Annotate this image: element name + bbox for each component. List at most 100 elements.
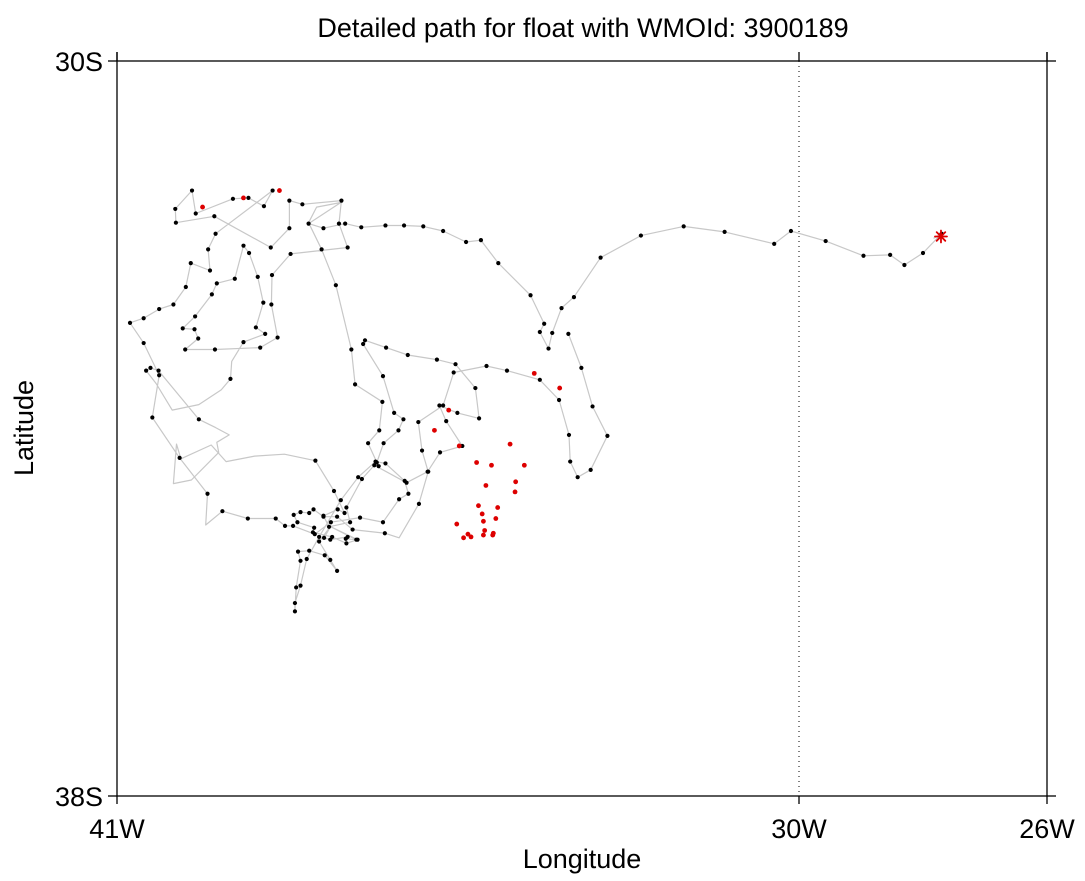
- position-point: [317, 534, 322, 540]
- highlighted-point: [489, 462, 494, 468]
- position-point: [382, 531, 387, 536]
- highlighted-point: [474, 460, 479, 465]
- position-point: [338, 498, 343, 503]
- position-point: [357, 515, 363, 520]
- position-point: [287, 198, 292, 203]
- position-point: [888, 252, 893, 257]
- position-point: [434, 357, 440, 362]
- position-point: [473, 385, 478, 391]
- highlighted-point: [481, 532, 486, 538]
- position-point: [192, 327, 197, 332]
- highlighted-point: [465, 531, 471, 537]
- position-point: [542, 321, 547, 326]
- position-point: [220, 509, 225, 514]
- position-point: [321, 226, 326, 231]
- position-point: [571, 295, 577, 300]
- position-point: [241, 340, 246, 345]
- highlighted-point: [513, 479, 519, 485]
- position-point: [207, 268, 213, 273]
- highlighted-point: [531, 370, 537, 376]
- position-point: [298, 558, 303, 563]
- position-point: [322, 553, 327, 558]
- position-point: [246, 195, 251, 200]
- position-point: [772, 241, 777, 246]
- position-point: [196, 336, 201, 341]
- position-point: [328, 557, 333, 562]
- position-point: [269, 272, 275, 278]
- y-tick-label: 38S: [55, 782, 103, 812]
- position-point: [377, 428, 382, 433]
- position-point: [372, 463, 377, 468]
- position-point: [317, 539, 322, 544]
- position-point: [566, 432, 572, 438]
- position-point: [350, 527, 355, 532]
- position-point: [343, 221, 348, 226]
- position-point: [255, 274, 260, 280]
- position-point: [421, 224, 426, 229]
- position-point: [392, 410, 397, 415]
- position-point: [437, 450, 443, 455]
- position-point: [213, 231, 218, 236]
- highlighted-point: [493, 516, 499, 521]
- position-point: [214, 281, 219, 286]
- position-point: [196, 417, 201, 422]
- position-point: [444, 419, 449, 424]
- highlighted-point: [481, 518, 486, 524]
- position-point: [681, 224, 686, 229]
- highlighted-point: [521, 462, 527, 468]
- y-axis-label: Latitude: [9, 380, 39, 476]
- position-point: [295, 549, 301, 554]
- position-point: [406, 491, 411, 496]
- position-point: [352, 382, 358, 387]
- position-point: [156, 368, 161, 373]
- position-point: [336, 221, 342, 226]
- position-point: [177, 455, 182, 460]
- position-point: [588, 467, 593, 472]
- position-point: [230, 196, 236, 201]
- position-point: [396, 428, 401, 433]
- chart-title: Detailed path for float with WMOId: 3900…: [317, 13, 848, 43]
- position-point: [245, 516, 250, 521]
- position-point: [294, 585, 299, 590]
- position-point: [383, 461, 388, 466]
- position-point: [579, 365, 584, 370]
- position-point: [339, 198, 344, 203]
- position-point: [331, 488, 337, 494]
- position-point: [173, 220, 178, 225]
- position-point: [638, 233, 644, 238]
- position-point: [902, 262, 907, 268]
- highlighted-point: [241, 195, 246, 201]
- position-point: [366, 441, 371, 446]
- highlighted-point: [461, 535, 466, 541]
- axis-ticks: [108, 52, 1048, 804]
- position-point: [321, 535, 327, 540]
- position-point: [528, 293, 533, 298]
- highlighted-point: [512, 489, 518, 495]
- position-point: [605, 433, 610, 438]
- position-point: [598, 255, 603, 260]
- position-point: [275, 335, 280, 340]
- position-point: [356, 475, 361, 480]
- position-point: [193, 211, 198, 216]
- position-point: [183, 284, 188, 290]
- position-point: [537, 329, 542, 335]
- position-point: [310, 530, 316, 535]
- x-tick-label: 30W: [771, 814, 827, 844]
- position-point: [273, 516, 278, 521]
- position-point: [453, 362, 458, 367]
- position-point: [183, 347, 188, 352]
- position-point: [556, 397, 562, 403]
- position-point: [319, 247, 324, 252]
- y-tick-label: 30S: [55, 47, 103, 77]
- highlighted-point: [432, 427, 437, 433]
- position-point: [307, 548, 312, 553]
- x-tick-label: 26W: [1019, 814, 1075, 844]
- position-point: [478, 238, 484, 243]
- position-point: [504, 368, 510, 373]
- position-point: [550, 330, 555, 336]
- highlighted-point: [454, 521, 460, 527]
- position-point: [380, 520, 386, 525]
- position-point: [380, 399, 385, 404]
- position-point: [376, 464, 381, 469]
